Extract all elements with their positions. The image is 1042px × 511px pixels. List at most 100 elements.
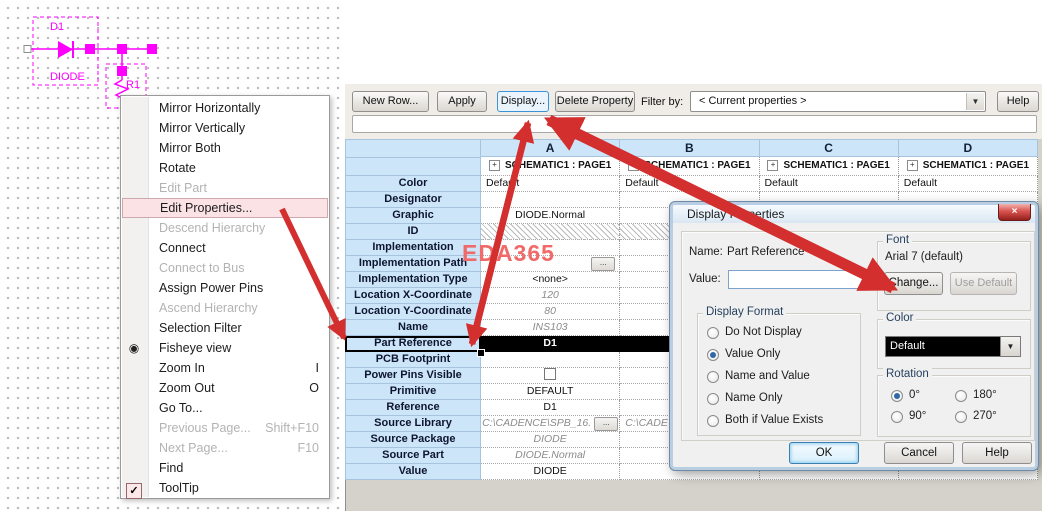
ellipsis-button[interactable]: ... — [594, 416, 619, 431]
cell[interactable]: C:\CADENCE\SPB_16.... — [481, 416, 621, 432]
expand-plus-icon[interactable]: + — [906, 160, 918, 171]
cell[interactable] — [481, 192, 621, 208]
ok-button[interactable]: OK — [789, 442, 859, 464]
row-label[interactable]: Location X-Coordinate — [345, 288, 481, 304]
radio-label-value-only[interactable]: Value Only — [725, 348, 781, 360]
row-label[interactable]: Value — [345, 464, 481, 480]
radio-label-name-and-value[interactable]: Name and Value — [725, 370, 810, 382]
menu-item-mirror-both[interactable]: Mirror Both — [121, 138, 329, 158]
radio-label-both-if-value-exists[interactable]: Both if Value Exists — [725, 414, 824, 426]
toolbar-help-button[interactable]: Help — [997, 91, 1039, 112]
radio-value-only[interactable] — [707, 349, 719, 361]
close-icon[interactable]: × — [998, 204, 1031, 221]
row-label[interactable]: Graphic — [345, 208, 481, 224]
menu-item-selection-filter[interactable]: Selection Filter — [121, 318, 329, 338]
selection-fill-handle[interactable] — [477, 349, 485, 357]
value-input[interactable] — [728, 270, 864, 289]
radio-label-rotation-180[interactable]: 180° — [973, 389, 997, 401]
diode-symbol[interactable] — [58, 41, 73, 58]
cell[interactable] — [481, 368, 621, 384]
menu-item-fisheye-view[interactable]: ◉ Fisheye view — [121, 338, 329, 358]
menu-item-rotate[interactable]: Rotate — [121, 158, 329, 178]
row-label[interactable]: Designator — [345, 192, 481, 208]
menu-item-edit-properties[interactable]: Edit Properties... — [122, 198, 328, 218]
delete-property-button[interactable]: Delete Property — [555, 91, 635, 112]
radio-label-do-not-display[interactable]: Do Not Display — [725, 326, 802, 338]
expand-plus-icon[interactable]: + — [767, 160, 779, 171]
menu-item-zoom-in[interactable]: I Zoom In — [121, 358, 329, 378]
group-header-cell[interactable]: + SCHEMATIC1 : PAGE1 — [481, 157, 621, 176]
row-label[interactable]: Name — [345, 320, 481, 336]
menu-item-mirror-vertically[interactable]: Mirror Vertically — [121, 118, 329, 138]
row-label[interactable]: Implementation — [345, 240, 481, 256]
column-header-a[interactable]: A — [481, 139, 621, 157]
help-button[interactable]: Help — [962, 442, 1032, 464]
junction-square[interactable] — [85, 44, 95, 54]
resistor-symbol[interactable] — [113, 79, 130, 100]
group-header-cell[interactable]: + SCHEMATIC1 : PAGE1 — [898, 157, 1038, 176]
junction-square[interactable] — [117, 66, 127, 76]
cell[interactable]: DIODE — [481, 464, 621, 480]
cell[interactable] — [481, 352, 621, 368]
row-label[interactable]: Implementation Type — [345, 272, 481, 288]
radio-label-rotation-270[interactable]: 270° — [973, 410, 997, 422]
menu-item-go-to[interactable]: Go To... — [121, 398, 329, 418]
cell-selected[interactable]: D1 — [481, 336, 621, 352]
radio-both-if-value-exists[interactable] — [707, 415, 719, 427]
radio-name-only[interactable] — [707, 393, 719, 405]
corner-cell[interactable] — [345, 139, 481, 157]
radio-rotation-0[interactable] — [891, 390, 903, 402]
filter-dropdown[interactable]: < Current properties > ▼ — [690, 91, 986, 112]
junction-square[interactable] — [147, 44, 157, 54]
radio-rotation-180[interactable] — [955, 390, 967, 402]
new-row-button[interactable]: New Row... — [352, 91, 429, 112]
pin-square[interactable] — [23, 45, 32, 53]
expand-plus-icon[interactable]: + — [488, 160, 500, 171]
row-label[interactable]: Source Package — [345, 432, 481, 448]
row-label[interactable]: Source Part — [345, 448, 481, 464]
column-header-d[interactable]: D — [898, 139, 1038, 157]
menu-item-tooltip[interactable]: ✓ ToolTip — [121, 478, 329, 499]
radio-rotation-90[interactable] — [891, 411, 903, 423]
change-font-button[interactable]: Change... — [884, 272, 943, 295]
row-label[interactable]: Power Pins Visible — [345, 368, 481, 384]
radio-label-rotation-90[interactable]: 90° — [909, 410, 927, 422]
checkbox-unchecked[interactable] — [544, 368, 557, 381]
row-label[interactable]: Source Library — [345, 416, 481, 432]
diode-circuit-drawing[interactable]: D1 DIODE R1 — [0, 0, 345, 110]
row-label[interactable]: Primitive — [345, 384, 481, 400]
row-label[interactable]: PCB Footprint — [345, 352, 481, 368]
menu-item-assign-power-pins[interactable]: Assign Power Pins — [121, 278, 329, 298]
radio-name-and-value[interactable] — [707, 371, 719, 383]
menu-item-connect[interactable]: Connect — [121, 238, 329, 258]
cell[interactable]: Default — [898, 176, 1038, 192]
radio-rotation-270[interactable] — [955, 411, 967, 423]
column-header-c[interactable]: C — [759, 139, 899, 157]
cell[interactable]: Default — [481, 176, 621, 192]
column-header-b[interactable]: B — [620, 139, 760, 157]
row-label[interactable]: Location Y-Coordinate — [345, 304, 481, 320]
group-header-cell[interactable]: + SCHEMATIC1 : PAGE1 — [620, 157, 760, 176]
diode-designator-label[interactable]: D1 — [50, 21, 64, 33]
cell[interactable]: DIODE.Normal — [481, 208, 621, 224]
cell[interactable]: <none> — [481, 272, 621, 288]
junction-square[interactable] — [117, 44, 127, 54]
chevron-down-icon[interactable]: ▼ — [1000, 337, 1020, 356]
apply-button[interactable]: Apply — [437, 91, 487, 112]
row-label[interactable]: Color — [345, 176, 481, 192]
expand-plus-icon[interactable]: + — [628, 160, 640, 171]
cell[interactable]: Default — [620, 176, 760, 192]
color-dropdown[interactable]: Default ▼ — [885, 336, 1021, 357]
row-label[interactable]: Implementation Path — [345, 256, 481, 272]
diode-value-label[interactable]: DIODE — [50, 71, 85, 83]
menu-item-mirror-horizontally[interactable]: Mirror Horizontally — [121, 98, 329, 118]
row-label[interactable]: ID — [345, 224, 481, 240]
resistor-designator-label[interactable]: R1 — [126, 79, 140, 91]
cell-edit-bar[interactable] — [352, 115, 1037, 133]
cancel-button[interactable]: Cancel — [884, 442, 954, 464]
radio-label-rotation-0[interactable]: 0° — [909, 389, 920, 401]
menu-item-zoom-out[interactable]: O Zoom Out — [121, 378, 329, 398]
radio-label-name-only[interactable]: Name Only — [725, 392, 783, 404]
display-button[interactable]: Display... — [497, 91, 549, 112]
radio-do-not-display[interactable] — [707, 327, 719, 339]
